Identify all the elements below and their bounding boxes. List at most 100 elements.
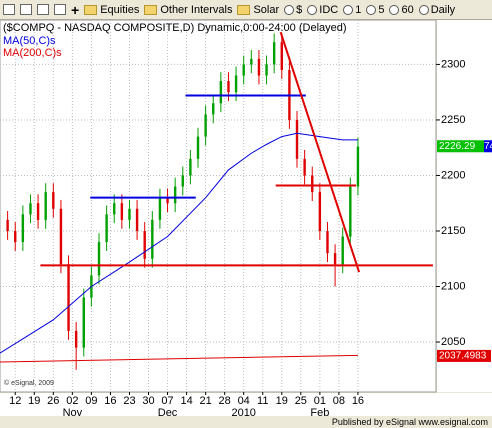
x-tick-label: 26 <box>47 395 59 407</box>
candle-body <box>295 119 299 159</box>
candle-body <box>280 42 283 70</box>
candle-body <box>181 175 184 187</box>
candle-body <box>311 175 314 193</box>
icon[interactable] <box>37 4 49 15</box>
menu-item[interactable]: Other Intervals <box>144 4 232 16</box>
candle-body <box>356 146 360 187</box>
chart: 2050 2100 2150 2200 2250 2300 12 19 26 02 09 16 23 30… <box>0 20 492 416</box>
month-label: Dec <box>158 407 178 416</box>
trend-line <box>279 31 361 273</box>
candle-body <box>272 42 276 65</box>
chart-title: ($COMPQ - NASDAQ COMPOSITE,D) Dynamic,0:… <box>3 22 347 34</box>
menu-item[interactable]: Daily <box>418 4 455 16</box>
candle-body <box>318 192 322 231</box>
month-label: Feb <box>310 407 329 416</box>
candle-body <box>257 58 261 76</box>
candle-body <box>212 103 215 115</box>
candle-body <box>333 253 337 265</box>
candle-body <box>105 214 108 243</box>
price-label: 2037.4983 <box>439 351 487 362</box>
candle-body <box>113 203 116 215</box>
candle-body <box>189 158 192 176</box>
legend-entry: MA(50,C)s <box>3 35 56 47</box>
candle-body <box>303 158 306 176</box>
time-axis-panel <box>0 393 492 416</box>
candle-body <box>250 58 253 65</box>
candle-body <box>158 197 162 220</box>
candle-body <box>44 192 47 220</box>
y-tick-label: 2300 <box>441 58 465 70</box>
candle-body <box>242 64 245 76</box>
icon[interactable] <box>54 4 66 15</box>
candle-body <box>97 242 101 276</box>
x-tick-label: 23 <box>123 395 135 407</box>
copyright: © eSignal, 2009 <box>4 379 54 387</box>
legend-entry: MA(200,C)s <box>3 47 62 59</box>
candle-body <box>196 136 200 159</box>
candle-body <box>227 81 230 93</box>
menu-item[interactable]: Equities <box>84 4 139 16</box>
partial-price-label-box <box>484 140 492 153</box>
candle-body <box>151 219 154 259</box>
menu-item[interactable]: IDC <box>307 4 338 16</box>
x-tick-label: 11 <box>257 395 268 407</box>
candle-body <box>128 208 131 220</box>
month-label: 2010 <box>231 407 255 416</box>
x-tick-label: 19 <box>28 395 40 407</box>
candle-body <box>74 330 78 348</box>
x-tick-label: 21 <box>199 395 211 407</box>
x-tick-label: 08 <box>333 395 345 407</box>
footer: Published by eSignal www.esignal.com <box>331 417 488 427</box>
candle-body <box>36 203 40 220</box>
candle-body <box>265 64 268 76</box>
candle-body <box>173 186 177 204</box>
x-tick-label: 19 <box>276 395 288 407</box>
x-tick-label: 12 <box>9 395 21 407</box>
add-button[interactable]: + <box>71 1 80 18</box>
y-tick-label: 2050 <box>441 336 465 348</box>
menu-item[interactable]: 1 <box>343 4 361 16</box>
x-tick-label: 28 <box>219 395 231 407</box>
moving-average-line <box>0 132 358 354</box>
x-tick-label: 01 <box>314 395 326 407</box>
moving-average-line <box>0 354 358 363</box>
candle-body <box>21 214 25 243</box>
candle-body <box>143 230 146 259</box>
x-tick-label: 14 <box>180 395 192 407</box>
candle-body <box>135 208 139 231</box>
icon[interactable] <box>20 4 32 15</box>
y-tick-label: 2100 <box>441 280 465 292</box>
price-axis-panel <box>437 20 492 392</box>
candle-body <box>349 186 352 237</box>
price-label-box <box>437 349 491 362</box>
candle-body <box>59 208 63 265</box>
menu-item[interactable]: 5 <box>366 4 384 16</box>
x-tick-label: 04 <box>238 395 250 407</box>
x-tick-label: 16 <box>104 395 116 407</box>
toolbar: + Equities Other Intervals Solar $ IDC 1… <box>0 0 492 20</box>
candle-body <box>67 264 70 331</box>
x-tick-label: 07 <box>161 395 173 407</box>
month-label: Nov <box>63 407 83 416</box>
candle-body <box>204 114 207 137</box>
candle-body <box>120 203 124 220</box>
y-tick-label: 2150 <box>441 225 465 237</box>
candle-body <box>14 230 17 243</box>
x-tick-label: 30 <box>142 395 154 407</box>
price-label: 2226.29 <box>439 141 476 152</box>
icon[interactable] <box>3 4 15 15</box>
candle-body <box>234 75 238 93</box>
x-tick-label: 16 <box>352 395 364 407</box>
menu-item[interactable]: $ <box>284 4 302 16</box>
menu-item[interactable]: 60 <box>389 4 414 16</box>
x-tick-label: 02 <box>66 395 78 407</box>
plot-area <box>0 20 437 393</box>
menu-item[interactable]: Solar <box>237 4 279 16</box>
x-tick-label: 25 <box>295 395 307 407</box>
x-tick-label: 09 <box>85 395 97 407</box>
candle-body <box>326 230 329 254</box>
candle-body <box>219 81 223 104</box>
partial-price-label: 74 <box>484 141 492 152</box>
candle-body <box>52 192 55 209</box>
